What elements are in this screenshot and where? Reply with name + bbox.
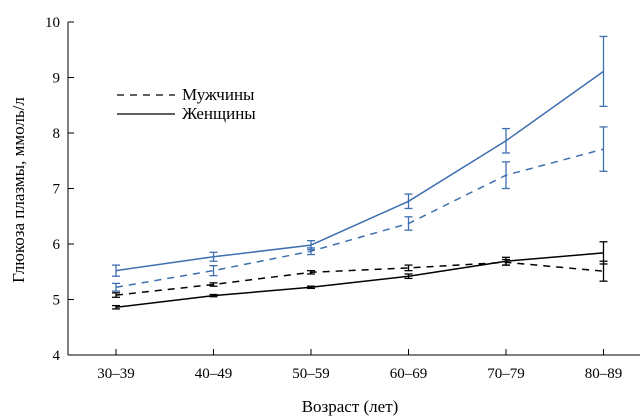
series-3 (112, 258, 608, 298)
error-bar (502, 127, 510, 154)
legend: Мужчины Женщины (117, 85, 256, 123)
error-bar (209, 293, 218, 298)
series-4 (112, 241, 608, 310)
x-ticks: 30–39 40–49 50–59 60–69 70–79 80–89 (97, 349, 622, 382)
y-tick-label: 8 (53, 126, 61, 142)
error-bar (599, 126, 608, 172)
error-bar (502, 161, 510, 190)
series-layer (112, 35, 608, 310)
error-bar (209, 264, 218, 277)
error-bar (307, 269, 315, 275)
series-line (115, 70, 604, 272)
x-tick-label: 30–39 (97, 366, 135, 382)
error-bar (599, 35, 608, 108)
error-bar (112, 304, 120, 310)
error-bar (404, 193, 413, 210)
legend-label-men: Мужчины (182, 85, 255, 104)
error-bar (404, 216, 413, 231)
series-line (115, 261, 604, 296)
x-tick-label: 70–79 (487, 366, 525, 382)
error-bar (209, 282, 218, 287)
error-bar (209, 251, 218, 262)
y-axis-title: Глюкоза плазмы, ммоль/л (9, 97, 28, 283)
y-tick-label: 9 (53, 71, 61, 87)
error-bar (307, 285, 315, 290)
series-2 (112, 126, 608, 292)
y-tick-label: 4 (53, 348, 61, 364)
series-line (115, 148, 604, 289)
series-line (115, 252, 604, 309)
x-tick-label: 50–59 (292, 366, 330, 382)
y-tick-label: 6 (53, 237, 61, 253)
x-tick-label: 60–69 (390, 366, 428, 382)
y-tick-label: 5 (53, 293, 61, 309)
series-1 (112, 35, 608, 277)
error-bar (112, 292, 120, 298)
error-bar (599, 241, 608, 265)
legend-label-women: Женщины (182, 104, 256, 123)
error-bar (404, 264, 413, 272)
x-axis-title: Возраст (лет) (302, 397, 399, 416)
y-ticks: 4 5 6 7 8 9 10 (45, 15, 74, 364)
error-bar (404, 273, 413, 280)
error-bar (112, 282, 120, 292)
axes (67, 22, 640, 356)
y-tick-label: 10 (45, 15, 60, 31)
y-tick-label: 7 (53, 182, 61, 198)
error-bar (502, 256, 510, 266)
x-tick-label: 80–89 (585, 366, 623, 382)
error-bar (307, 247, 315, 256)
error-bar (112, 264, 120, 277)
x-tick-label: 40–49 (195, 366, 233, 382)
